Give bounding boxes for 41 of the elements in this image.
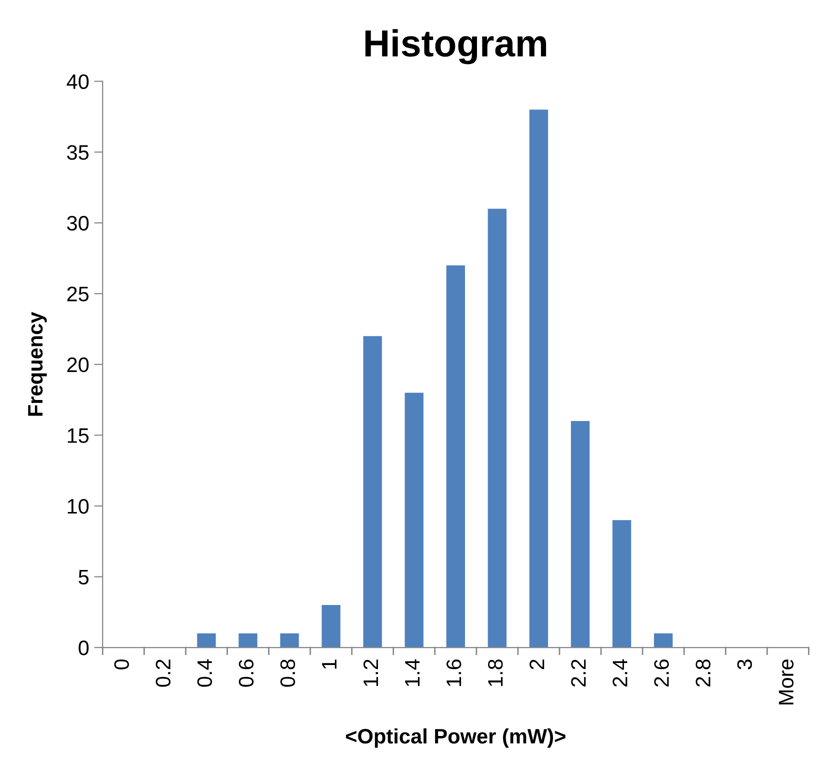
chart-title: Histogram (365, 29, 546, 64)
x-tick-label: 2.6 (654, 660, 669, 687)
x-tick-label: 0 (114, 659, 129, 670)
x-tick-label: 2.2 (571, 660, 586, 687)
x-tick-label: 1.2 (363, 660, 378, 686)
bar (197, 633, 216, 648)
x-tick-label: 0.4 (197, 659, 212, 687)
x-tick-label: 0.6 (238, 660, 254, 687)
y-tick-label: 15 (68, 428, 89, 443)
x-tick-label: 2.8 (696, 660, 710, 687)
bar (280, 633, 299, 648)
bar (570, 421, 590, 648)
y-tick-label: 25 (67, 286, 89, 302)
x-tick-label: 2.4 (612, 659, 628, 687)
bar (322, 605, 340, 648)
bar (654, 633, 673, 648)
x-tick-label: 0.8 (280, 660, 296, 687)
y-axis-title: Frequency (28, 312, 47, 416)
bar (529, 110, 548, 648)
bar (363, 336, 382, 648)
y-tick-label: 20 (67, 357, 89, 372)
x-tick-label: 1.4 (405, 659, 420, 686)
y-tick-label: 10 (68, 498, 89, 514)
x-tick-label: 1.6 (446, 660, 462, 686)
y-tick-label: 30 (67, 216, 89, 231)
x-tick-label: 2 (530, 660, 544, 670)
y-tick-label: 5 (78, 570, 89, 584)
bar (488, 208, 507, 648)
bar (612, 520, 632, 648)
y-tick-label: 0 (78, 640, 89, 656)
x-tick-label: 1 (322, 660, 336, 669)
bar (238, 633, 258, 648)
x-tick-label: 3 (737, 660, 752, 670)
bar (404, 392, 424, 648)
y-tick-label: 40 (66, 74, 89, 90)
y-tick-label: 35 (67, 145, 89, 160)
x-axis-title: <Optical Power (mW)> (346, 728, 566, 748)
bar (446, 265, 465, 648)
x-tick-label: More (778, 660, 794, 704)
x-tick-label: 0.2 (156, 660, 171, 687)
x-tick-label: 1.8 (488, 660, 503, 686)
